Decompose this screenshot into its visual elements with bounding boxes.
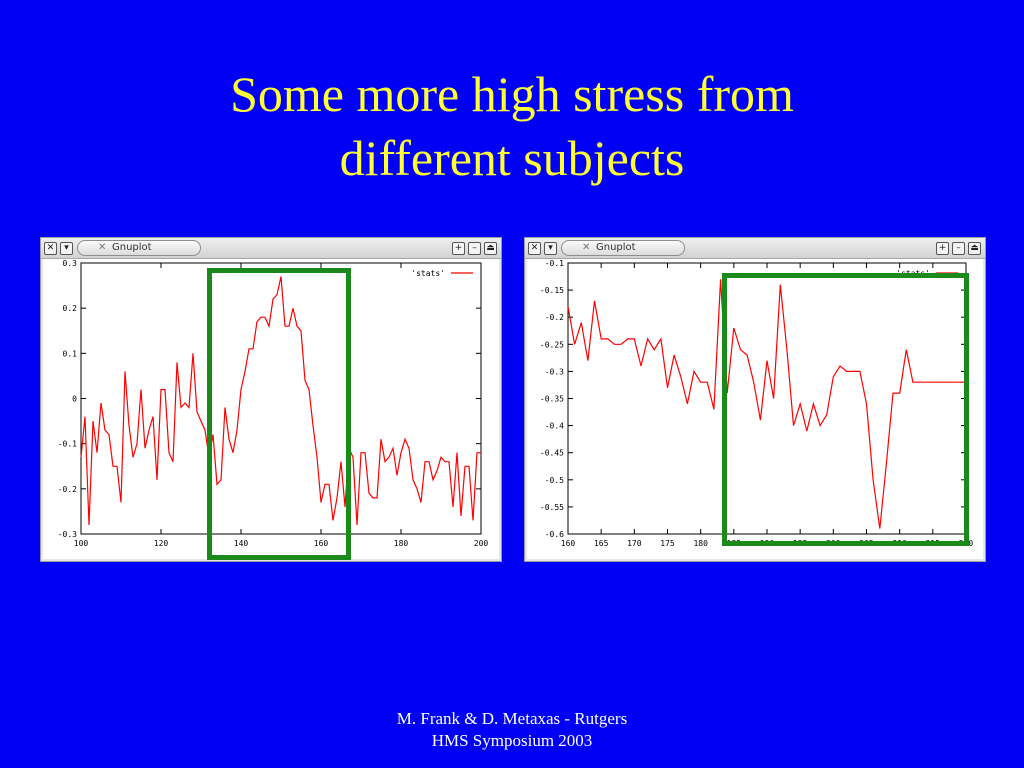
- y-tick-label: -0.35: [540, 395, 564, 404]
- minimize-icon[interactable]: –: [468, 242, 481, 255]
- y-tick-label: -0.15: [540, 286, 564, 295]
- y-tick-label: -0.1: [545, 259, 564, 268]
- window-titlebar[interactable]: ✕ ▾ ✕ Gnuplot + – ⏏: [525, 238, 985, 259]
- y-tick-label: -0.3: [58, 530, 77, 539]
- window-titlebar[interactable]: ✕ ▾ ✕ Gnuplot + – ⏏: [41, 238, 501, 259]
- x-tick-label: 170: [627, 539, 642, 548]
- x-logo-icon: ✕: [582, 242, 591, 253]
- x-tick-label: 165: [594, 539, 609, 548]
- highlight-box-left: [207, 268, 351, 560]
- gnuplot-window-right: ✕ ▾ ✕ Gnuplot + – ⏏ -0.6 -0.55 -0.5 -0.45 -0…: [524, 237, 986, 562]
- footer-line-2: HMS Symposium 2003: [431, 731, 593, 750]
- footer-line-1: M. Frank & D. Metaxas - Rutgers: [396, 709, 628, 728]
- window-tab[interactable]: ✕ Gnuplot: [77, 240, 201, 256]
- chevron-down-icon[interactable]: ▾: [60, 242, 73, 255]
- x-tick-label: 160: [561, 539, 576, 548]
- close-icon[interactable]: ✕: [44, 242, 57, 255]
- gnuplot-window-left: ✕ ▾ ✕ Gnuplot + – ⏏ -0.3 -0.2 -0.1 0 0.1 0.2 0…: [40, 237, 502, 562]
- y-tick-label: -0.45: [540, 449, 564, 458]
- highlight-box-right: [722, 273, 969, 546]
- x-tick-label: 175: [660, 539, 675, 548]
- x-tick-label: 200: [474, 539, 489, 548]
- x-tick-label: 160: [314, 539, 329, 548]
- line-chart-left: -0.3 -0.2 -0.1 0 0.1 0.2 0.3 100 120 140 160 180 200…: [58, 259, 489, 548]
- plus-icon[interactable]: +: [452, 242, 465, 255]
- series-line: [567, 279, 966, 529]
- y-tick-label: -0.5: [545, 476, 564, 485]
- y-tick-label: 0.1: [63, 349, 78, 358]
- y-tick-label: -0.6: [545, 530, 564, 539]
- y-tick-label: -0.1: [58, 440, 77, 449]
- eject-icon[interactable]: ⏏: [968, 242, 981, 255]
- y-tick-label: 0.3: [63, 259, 78, 268]
- y-tick-label: -0.4: [545, 422, 564, 431]
- slide-title-line-1: Some more high stress from: [230, 66, 794, 122]
- y-tick-label: -0.2: [58, 485, 77, 494]
- x-tick-label: 140: [234, 539, 249, 548]
- y-tick-label: -0.25: [540, 340, 564, 349]
- slide-footer: M. Frank & D. Metaxas - Rutgers HMS Symp…: [0, 708, 1024, 752]
- y-tick-label: 0: [72, 395, 77, 404]
- y-tick-label: -0.55: [540, 503, 564, 512]
- window-title: Gnuplot: [112, 242, 152, 253]
- slide-title: Some more high stress from different sub…: [0, 62, 1024, 190]
- y-tick-label: -0.3: [545, 367, 564, 376]
- x-tick-label: 180: [693, 539, 708, 548]
- y-tick-label: -0.2: [545, 313, 564, 322]
- x-logo-icon: ✕: [98, 242, 107, 253]
- x-tick-label: 100: [74, 539, 89, 548]
- legend-label: 'stats': [411, 269, 445, 278]
- minimize-icon[interactable]: –: [952, 242, 965, 255]
- eject-icon[interactable]: ⏏: [484, 242, 497, 255]
- close-icon[interactable]: ✕: [528, 242, 541, 255]
- chevron-down-icon[interactable]: ▾: [544, 242, 557, 255]
- x-tick-label: 120: [154, 539, 169, 548]
- plus-icon[interactable]: +: [936, 242, 949, 255]
- plot-area: -0.3 -0.2 -0.1 0 0.1 0.2 0.3 100 120 140 160 180 200…: [43, 259, 499, 559]
- series-line: [80, 276, 481, 526]
- x-tick-label: 180: [394, 539, 409, 548]
- window-tab[interactable]: ✕ Gnuplot: [561, 240, 685, 256]
- window-title: Gnuplot: [596, 242, 636, 253]
- slide-title-line-2: different subjects: [339, 130, 685, 186]
- y-tick-label: 0.2: [63, 304, 78, 313]
